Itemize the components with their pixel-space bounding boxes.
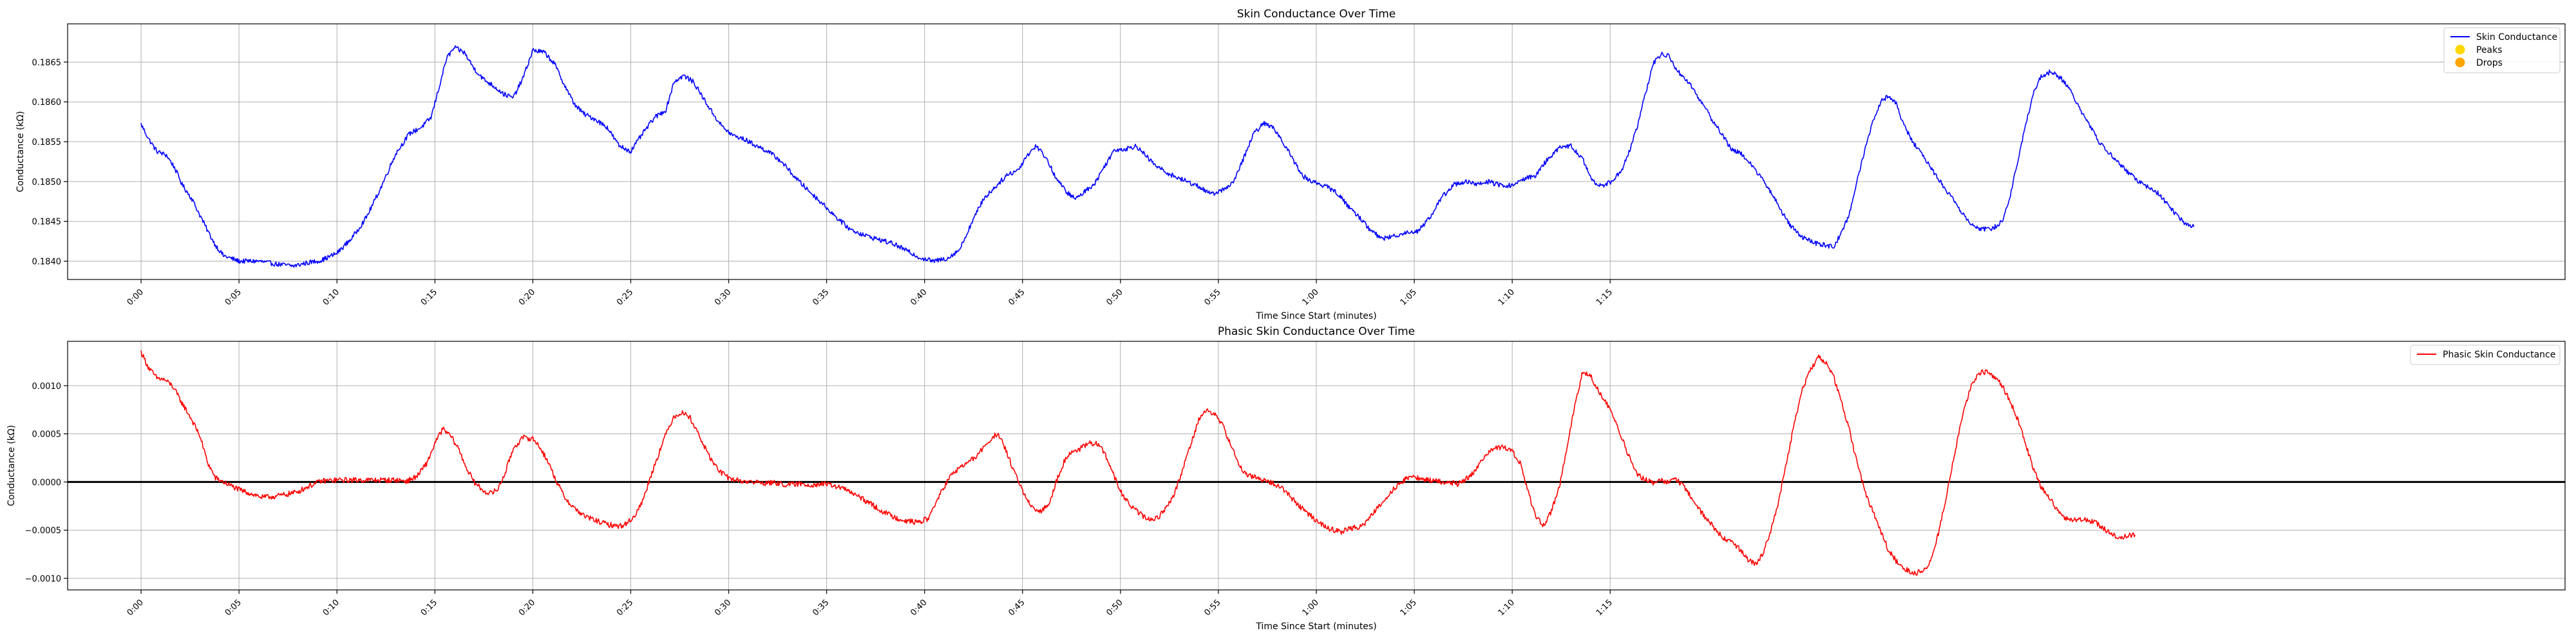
x-tick-label: 0:55 xyxy=(1202,287,1222,307)
legend: Skin Conductance Peaks Drops xyxy=(2443,27,2561,73)
x-tick-label: 0:50 xyxy=(1104,598,1124,618)
x-tick-label: 1:05 xyxy=(1399,287,1419,307)
x-tick-label: 1:00 xyxy=(1301,598,1321,618)
legend-label: Skin Conductance xyxy=(2476,32,2557,43)
x-tick-label: 0:45 xyxy=(1007,598,1027,618)
legend: Phasic Skin Conductance xyxy=(2410,345,2561,365)
y-tick-label: 0.1845 xyxy=(32,218,62,227)
x-tick-label: 0:30 xyxy=(713,598,733,618)
x-tick-label: 1:00 xyxy=(1301,287,1321,307)
x-tick-label: 0:20 xyxy=(517,598,537,618)
chart-title: Skin Conductance Over Time xyxy=(1237,8,1396,21)
x-tick-label: 0:00 xyxy=(126,598,146,618)
legend-box xyxy=(2410,345,2561,365)
x-axis-label: Time Since Start (minutes) xyxy=(1255,311,1376,321)
x-tick-label: 0:15 xyxy=(419,598,439,618)
x-tick-label: 1:10 xyxy=(1497,598,1517,618)
x-tick-label: 0:55 xyxy=(1202,598,1222,618)
x-tick-label: 0:20 xyxy=(517,287,537,307)
y-tick-label: 0.0000 xyxy=(32,478,62,488)
y-axis-label: Conductance (kΩ) xyxy=(6,425,17,506)
legend-label: Drops xyxy=(2476,58,2503,68)
phasic-skin-conductance-chart: 0:00 0:05 0:10 0:15 0:20 0:25 0:30 0:35 0:40 0:45… xyxy=(6,325,2566,632)
x-tick-label: 0:35 xyxy=(811,598,831,618)
x-tick-label: 1:10 xyxy=(1497,287,1517,307)
legend-label: Peaks xyxy=(2476,45,2503,55)
x-tick-label: 0:10 xyxy=(321,287,341,307)
x-tick-label: 0:25 xyxy=(615,287,635,307)
x-tick-label: 0:50 xyxy=(1104,287,1124,307)
y-tick-label: 0.1865 xyxy=(32,58,62,68)
y-tick-label: −0.0005 xyxy=(25,526,61,536)
series-line xyxy=(140,350,2136,576)
y-tick-label: 0.0010 xyxy=(32,382,62,392)
y-tick-label: 0.1860 xyxy=(32,98,62,108)
chart-title: Phasic Skin Conductance Over Time xyxy=(1218,325,1415,338)
x-tick-label: 0:45 xyxy=(1007,287,1027,307)
y-tick-label: 0.1850 xyxy=(32,178,62,187)
y-tick-label: 0.0005 xyxy=(32,430,62,440)
legend-marker-swatch xyxy=(2455,57,2465,68)
x-tick-label: 0:10 xyxy=(321,598,341,618)
y-tick-label: 0.1855 xyxy=(32,138,62,147)
series-line xyxy=(140,45,2195,268)
x-tick-label: 0:25 xyxy=(615,598,635,618)
x-tick-label: 0:15 xyxy=(419,287,439,307)
x-tick-label: 0:00 xyxy=(126,287,146,307)
x-tick-label: 0:05 xyxy=(223,598,243,618)
x-tick-label: 1:15 xyxy=(1595,598,1615,618)
legend-marker-swatch xyxy=(2455,44,2465,55)
x-axis-label: Time Since Start (minutes) xyxy=(1255,621,1376,632)
legend-box xyxy=(2443,27,2561,73)
x-tick-label: 0:05 xyxy=(223,287,243,307)
y-axis-label: Conductance (kΩ) xyxy=(15,111,26,192)
x-tick-label: 0:35 xyxy=(811,287,831,307)
x-tick-label: 1:15 xyxy=(1595,287,1615,307)
x-tick-label: 1:05 xyxy=(1399,598,1419,618)
legend-label: Phasic Skin Conductance xyxy=(2443,350,2555,360)
y-tick-label: 0.1840 xyxy=(32,258,62,267)
y-tick-label: −0.0010 xyxy=(25,574,61,584)
x-tick-label: 0:40 xyxy=(909,287,929,307)
x-tick-label: 0:30 xyxy=(713,287,733,307)
x-tick-label: 0:40 xyxy=(909,598,929,618)
skin-conductance-chart: 0:00 0:05 0:10 0:15 0:20 0:25 0:30 0:35 0:40 0:45… xyxy=(15,8,2566,321)
